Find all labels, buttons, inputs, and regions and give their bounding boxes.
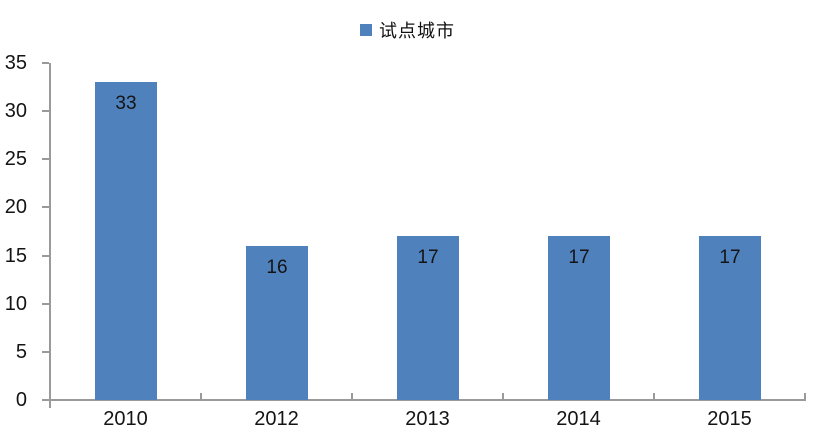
legend: 试点城市 — [0, 17, 815, 43]
y-axis-tick-label: 15 — [4, 245, 27, 267]
y-axis-tick — [42, 351, 49, 353]
x-axis-tick-label: 2015 — [707, 408, 752, 430]
bar — [548, 236, 610, 400]
bar — [246, 246, 308, 400]
y-axis-tick-label: 10 — [4, 293, 27, 315]
x-axis-tick — [653, 393, 655, 400]
y-axis-tick-label: 30 — [4, 100, 27, 122]
x-axis-tick-label: 2014 — [556, 408, 601, 430]
bar-value-label: 17 — [568, 247, 590, 268]
y-axis-tick — [42, 399, 49, 401]
x-axis-tick — [200, 393, 202, 400]
y-axis-tick-label: 25 — [4, 148, 27, 170]
y-axis-tick-label: 5 — [15, 341, 27, 363]
legend-label: 试点城市 — [379, 21, 455, 41]
y-axis-line — [49, 63, 51, 408]
x-axis-tick — [351, 393, 353, 400]
y-axis-tick — [42, 158, 49, 160]
y-axis-tick — [42, 62, 49, 64]
x-axis-tick-label: 2013 — [405, 408, 450, 430]
y-axis-tick — [42, 110, 49, 112]
x-axis-tick — [804, 393, 806, 400]
y-axis-tick — [42, 255, 49, 257]
x-axis-tick-label: 2012 — [254, 408, 299, 430]
x-axis-tick — [502, 393, 504, 400]
bar — [699, 236, 761, 400]
bar — [397, 236, 459, 400]
bar-value-label: 17 — [417, 247, 439, 268]
y-axis-tick-label: 0 — [15, 389, 27, 411]
bar — [95, 82, 157, 400]
y-axis-tick — [42, 206, 49, 208]
y-axis-tick — [42, 303, 49, 305]
x-axis-line — [49, 399, 806, 401]
y-axis-tick-label: 35 — [4, 52, 27, 74]
x-axis-tick-label: 2010 — [103, 408, 148, 430]
legend-marker-icon — [360, 24, 372, 36]
y-axis-tick-label: 20 — [4, 196, 27, 218]
bar-value-label: 33 — [115, 93, 137, 114]
bar-value-label: 17 — [719, 247, 741, 268]
bar-value-label: 16 — [266, 257, 288, 278]
